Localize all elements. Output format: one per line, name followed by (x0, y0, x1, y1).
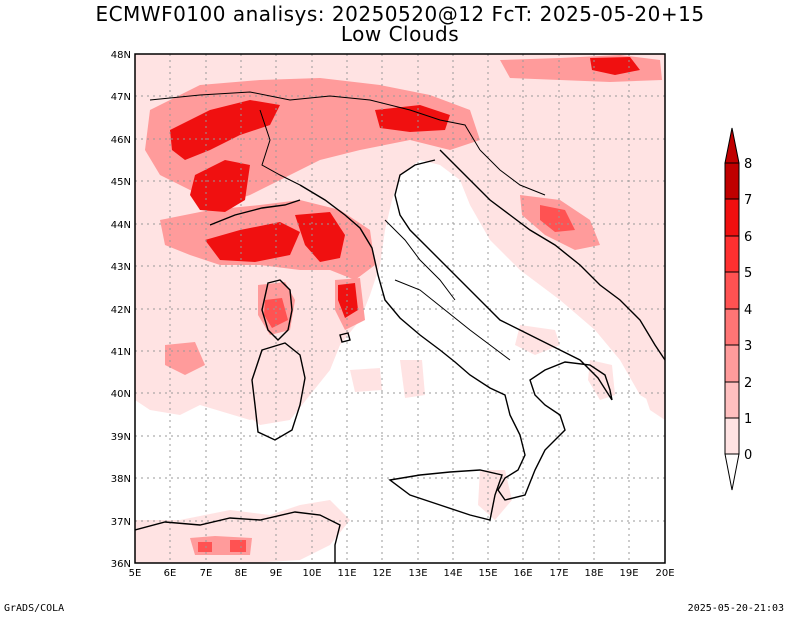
lon-tick-label: 5E (129, 568, 142, 579)
lon-tick-label: 9E (270, 568, 283, 579)
colorbar-bin (724, 271, 740, 310)
colorbar-bin (724, 308, 740, 346)
lon-tick-label: 12E (372, 568, 391, 579)
colorbar-label: 8 (744, 157, 752, 172)
colorbar: 0 1 2 3 4 5 6 7 8 (724, 127, 752, 491)
coast-corsica (261, 279, 293, 341)
coast-adriatic-east (439, 149, 665, 361)
lat-tick-label: 37N (111, 517, 131, 528)
lon-tick-label: 20E (655, 568, 674, 579)
cloud-region-eastern-alps-deep (375, 105, 450, 132)
cloud-region-south-west (135, 500, 350, 563)
graticule (135, 54, 665, 563)
lat-tick-label: 42N (111, 305, 131, 316)
y-axis-ticks: 48N 47N 46N 45N 44N 43N 42N 41N 40N 39N … (111, 50, 131, 570)
x-axis-ticks: 5E 6E 7E 8E 9E 10E 11E 12E 13E 14E 15E 1… (129, 568, 675, 579)
footer-credit: GrADS/COLA (4, 603, 65, 614)
colorbar-bin (724, 417, 740, 455)
lon-tick-label: 14E (443, 568, 462, 579)
lat-tick-label: 45N (111, 177, 131, 188)
lat-tick-label: 41N (111, 347, 131, 358)
lon-tick-label: 11E (337, 568, 356, 579)
colorbar-label: 6 (744, 230, 752, 245)
lat-tick-label: 44N (111, 220, 131, 231)
coast-gulf-genoa (209, 199, 301, 226)
lon-tick-label: 19E (619, 568, 638, 579)
cloud-region-apennines-deep (295, 212, 345, 262)
coastline (135, 149, 665, 563)
lon-tick-label: 7E (200, 568, 213, 579)
colorbar-bottom-arrow (724, 453, 740, 491)
cloud-region-greece (640, 380, 665, 420)
colorbar-label: 0 (744, 448, 752, 463)
cloud-region-balkans-deep (540, 205, 575, 232)
lon-tick-label: 6E (164, 568, 177, 579)
lon-tick-label: 8E (235, 568, 248, 579)
cloud-region-northeast-deep (590, 57, 640, 75)
lon-tick-label: 16E (513, 568, 532, 579)
lat-tick-label: 39N (111, 432, 131, 443)
colorbar-label: 3 (744, 339, 752, 354)
colorbar-label: 2 (744, 376, 752, 391)
lat-tick-label: 43N (111, 262, 131, 273)
colorbar-label: 5 (744, 266, 752, 281)
borders (149, 91, 546, 361)
cloud-region-campania (400, 360, 425, 398)
coast-sardinia (251, 342, 306, 441)
cloud-region-africa-deep (198, 540, 246, 552)
plot-frame (134, 53, 666, 564)
coast-elba (339, 332, 351, 343)
coast-italy-peninsula (299, 159, 613, 501)
colorbar-bin (724, 344, 740, 383)
colorbar-label: 1 (744, 412, 752, 427)
colorbar-top-arrow (724, 127, 740, 164)
cloud-region-tyrrhenian (350, 368, 382, 392)
coast-africa (135, 511, 341, 563)
lat-tick-label: 46N (111, 135, 131, 146)
lon-tick-label: 10E (302, 568, 321, 579)
map-title: ECMWF0100 analisys: 20250520@12 FcT: 202… (95, 2, 705, 26)
colorbar-bin (724, 381, 740, 419)
lat-tick-label: 36N (111, 559, 131, 570)
colorbar-bin (724, 162, 740, 200)
colorbar-bin (724, 235, 740, 273)
lat-tick-label: 47N (111, 92, 131, 103)
footer-timestamp: 2025-05-20-21:03 (687, 603, 784, 614)
lon-tick-label: 18E (584, 568, 603, 579)
colorbar-bin (724, 198, 740, 237)
lat-tick-label: 40N (111, 389, 131, 400)
lat-tick-label: 38N (111, 474, 131, 485)
lon-tick-label: 15E (478, 568, 497, 579)
lon-tick-label: 13E (408, 568, 427, 579)
cloud-region-alps-deep (170, 100, 280, 160)
colorbar-label: 4 (744, 303, 752, 318)
coast-sicily (388, 469, 503, 521)
cloud-region-sardinia-west-medium (165, 342, 205, 375)
lon-tick-label: 17E (549, 568, 568, 579)
cloud-region-ionian (588, 360, 615, 400)
lat-tick-label: 48N (111, 50, 131, 61)
colorbar-label: 7 (744, 193, 752, 208)
cloud-region-western-alps-deep (190, 160, 250, 212)
map-subtitle: Low Clouds (340, 22, 460, 46)
